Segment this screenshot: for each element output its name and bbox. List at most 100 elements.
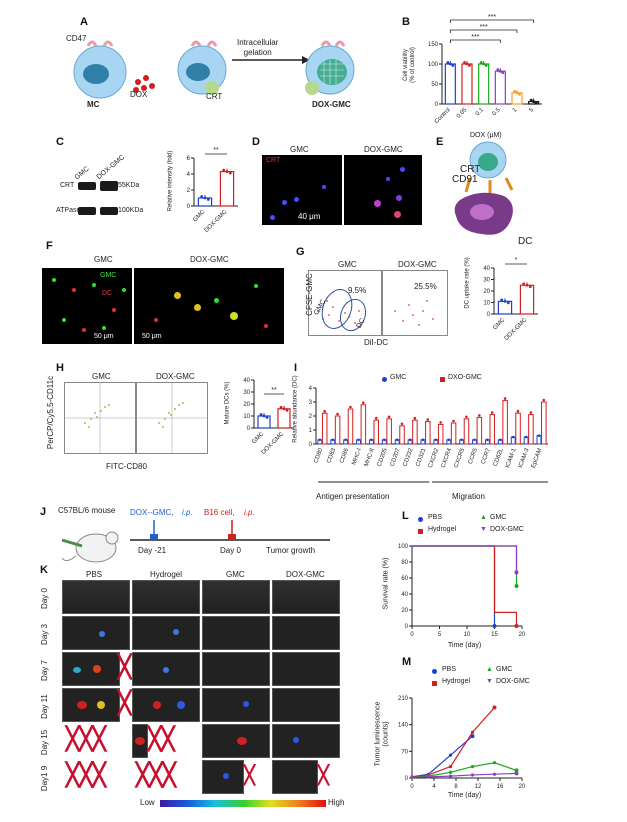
y-tick-label: 40 (483, 266, 490, 272)
bar-dxo (321, 412, 328, 445)
g-gmc-label: GMC (338, 260, 357, 269)
bar-dxo (528, 414, 534, 445)
j-ip2: i.p. (244, 508, 255, 517)
g-pct2: 25.5% (414, 282, 437, 291)
x-tick-label: CD86 (339, 447, 350, 464)
luminescence-colorbar (160, 800, 326, 807)
fluo-image-d-gmc (262, 155, 342, 225)
y-tick-label: 20 (243, 402, 250, 408)
l-legend-doxgmc: DOX-GMC (490, 526, 524, 533)
flow-plot-g-gmc (308, 270, 382, 336)
data-point (446, 61, 450, 64)
data-point (522, 282, 526, 286)
x-tick-label: MHC-II (364, 447, 376, 467)
bar (519, 284, 535, 315)
x-tick-label: CD80 (313, 447, 324, 464)
x-tick-label: 4 (432, 784, 436, 790)
significance-label: ** (213, 147, 219, 154)
data-point-dxo (490, 411, 494, 414)
bar-dxo (502, 400, 508, 445)
blot-band-atpase-doxgmc (100, 207, 118, 215)
data-point-gmc (383, 438, 386, 442)
blot-band-crt-gmc (78, 182, 96, 190)
flow-plot-h-doxgmc (136, 382, 208, 454)
data-point (203, 196, 207, 200)
data-point-dxo (400, 422, 404, 426)
panel-letter-m: M (402, 656, 412, 668)
significance-label: *** (480, 24, 488, 31)
k-group-hydrogel: Hydrogel (150, 570, 183, 579)
i-ylabel: Relative abundance (DC) (292, 375, 299, 443)
dox-label: DOX (130, 90, 148, 99)
x-tick-label: 10 (464, 632, 471, 638)
k-day0: Day 0 (39, 588, 49, 609)
x-tick-label: GMC (251, 431, 266, 446)
imaging-hydrogel-day11 (132, 688, 200, 722)
data-point-dxo (542, 398, 546, 402)
x-tick-label: ICAM-3 (518, 447, 531, 469)
x-tick-label: CD62L (493, 447, 505, 467)
x-tick-label: 0.5 (492, 107, 503, 118)
m-legend-doxgmc-marker: ▼ (486, 678, 493, 685)
significance-bracket (449, 29, 518, 33)
l-legend-hydrogel: Hydrogel (428, 526, 457, 533)
i-legend-dxo: DXO-GMC (448, 374, 482, 381)
y-tick-label: 2 (309, 414, 313, 420)
panel-letter-h: H (56, 362, 64, 374)
l-xlabel: Time (day) (448, 642, 482, 649)
panel-letter-a: A (80, 16, 88, 28)
y-tick-label: 140 (398, 723, 409, 729)
data-point-gmc (318, 438, 322, 442)
data-point-gmc (344, 438, 347, 442)
y-tick-label: 6 (187, 156, 191, 162)
blot-band-crt-doxgmc (100, 181, 118, 191)
series-point (514, 624, 519, 628)
imaging-pbs-day11 (62, 688, 120, 722)
c-ylabel: Relative intensity (fold) (167, 150, 174, 212)
significance-label: ** (271, 387, 277, 394)
y-tick-label: 20 (483, 289, 490, 295)
m-legend-hydrogel: Hydrogel (442, 678, 471, 685)
data-point (528, 285, 532, 289)
data-point (484, 64, 488, 67)
imaging-hydrogel-day0 (132, 580, 200, 614)
y-tick-label: 0 (187, 204, 191, 210)
f-scale1-label: 50 μm (94, 333, 114, 340)
panel-letter-g: G (296, 246, 305, 258)
bar-dxo (360, 404, 367, 445)
flow-plot-h-gmc (64, 382, 136, 454)
bar-dxo (489, 414, 496, 445)
k-day3: Day 3 (39, 624, 49, 645)
l-ylabel: Survival rate (%) (382, 557, 390, 610)
y-tick-label: 20 (401, 608, 408, 614)
bar-dxo (450, 422, 457, 445)
series-point (514, 570, 519, 575)
x-tick-label: 1 (512, 107, 519, 114)
bar (444, 63, 456, 105)
data-point (496, 68, 500, 72)
c-kda100: 100KDa (118, 207, 144, 214)
data-point-gmc (447, 438, 451, 442)
y-tick-label: 150 (428, 42, 439, 48)
data-point (501, 71, 505, 75)
data-point (206, 198, 210, 201)
imaging-doxgmc-day7 (272, 652, 340, 686)
significance-label: *** (471, 34, 479, 41)
x-tick-label: 0 (410, 632, 414, 638)
panel-letter-i: I (294, 362, 298, 374)
k-group-gmc: GMC (226, 570, 245, 579)
x-tick-label: CCR5 (468, 447, 479, 465)
f-doxgmc-label: DOX-GMC (190, 255, 229, 264)
x-tick-label: 12 (475, 784, 482, 790)
k-x-mark: ╳ (244, 765, 255, 785)
x-tick-label: 16 (497, 784, 504, 790)
data-point-gmc (408, 438, 412, 442)
y-tick-label: 10 (483, 301, 490, 307)
series-point (514, 771, 519, 776)
k-x-mark: ╳╳╳ (66, 762, 106, 787)
series-line (412, 545, 518, 586)
f-red-label: DC (102, 290, 113, 297)
data-point (525, 283, 529, 287)
series-point (448, 770, 453, 774)
y-tick-label: 0 (487, 312, 491, 318)
